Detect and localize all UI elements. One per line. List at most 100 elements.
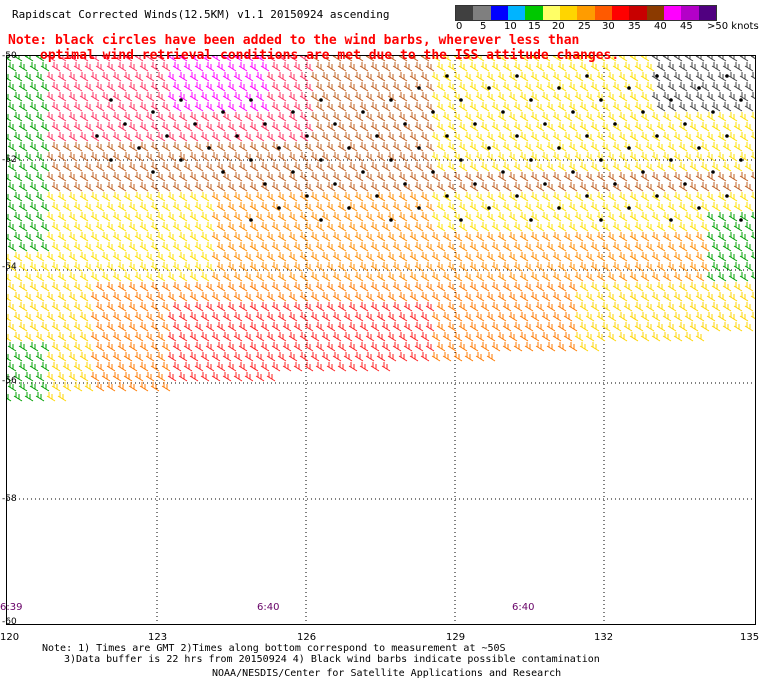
wind-barb [574,56,584,62]
wind-barb [656,122,666,132]
wind-barb [337,122,347,132]
wind-barb [480,182,490,192]
wind-barb [645,182,655,192]
wind-barb [464,192,474,202]
legend-label: 45 [680,21,693,32]
wind-barb [310,112,320,122]
wind-barb [40,142,50,152]
wind-barb [425,202,435,212]
wind-barb [750,212,755,220]
wind-barb [260,242,270,252]
wind-barb [348,182,358,192]
wind-barb [18,322,28,332]
wind-barb [288,332,298,342]
wind-barb [7,222,17,232]
quality-flag-circle [417,86,421,90]
wind-barb [266,372,276,382]
wind-barb [156,212,166,222]
wind-barb [436,222,446,232]
wind-barb [629,232,639,242]
wind-barb [612,102,622,112]
wind-barb [464,132,474,142]
wind-barb [178,92,188,102]
wind-barb [667,262,677,272]
wind-barb [695,92,705,102]
wind-barb [409,272,419,282]
wind-barb [57,252,67,262]
wind-barb [40,362,50,372]
wind-barb [557,242,567,252]
wind-barb [486,112,496,122]
wind-barb [651,56,661,62]
wind-barb [469,342,479,352]
wind-barb [645,142,655,152]
wind-speed-legend [455,5,717,21]
wind-barb [359,182,369,192]
wind-barb [233,212,243,222]
wind-barb [189,92,199,102]
wind-barb [299,172,309,182]
wind-barb [134,92,144,102]
wind-barb [623,162,633,172]
wind-barb [623,242,633,252]
wind-barb [420,56,430,62]
wind-barb [563,312,573,322]
wind-barb [607,112,617,122]
wind-barb [436,322,446,332]
quality-flag-circle [151,170,155,174]
wind-barb [453,192,463,202]
wind-barb [79,232,89,242]
wind-barb [51,262,61,272]
wind-barb [381,82,391,92]
wind-barb [183,342,193,352]
wind-barb [271,262,281,272]
quality-flag-circle [697,206,701,210]
wind-barb [255,352,265,362]
wind-barb [717,292,727,302]
wind-barb [365,292,375,302]
wind-barb [403,262,413,272]
map-title: Rapidscat Corrected Winds(12.5KM) v1.1 2… [12,8,390,21]
wind-barb [255,292,265,302]
wind-barb [607,72,617,82]
wind-barb [189,332,199,342]
wind-barb [590,62,600,72]
wind-barb [183,62,193,72]
wind-barb [249,122,259,132]
wind-barb [304,122,314,132]
quality-flag-circle [431,170,435,174]
wind-barb [73,242,83,252]
wind-barb [508,192,518,202]
quality-flag-circle [627,206,631,210]
wind-barb [90,56,100,62]
wind-barb [288,92,298,102]
legend-label: 0 [456,21,463,32]
wind-barb [139,82,149,92]
wind-barb [403,322,413,332]
wind-barb [590,342,600,352]
wind-barb [689,142,699,152]
wind-barb [167,152,177,162]
wind-barb [24,56,34,62]
wind-barb [134,232,144,242]
wind-barb [95,82,105,92]
wind-barb [238,262,248,272]
wind-barb [260,262,270,272]
wind-barb [13,232,23,242]
wind-barb [376,292,386,302]
wind-barb [700,242,710,252]
wind-barb [420,172,430,182]
wind-barb [178,332,188,342]
wind-barb [717,192,727,202]
wind-barb [134,172,144,182]
wind-barb [57,152,67,162]
wind-barb [139,262,149,272]
wind-barb [117,202,127,212]
wind-barb [150,202,160,212]
wind-barb [178,292,188,302]
wind-barb [150,282,160,292]
wind-barb [706,272,716,282]
wind-barb [579,262,589,272]
wind-barb [392,162,402,172]
wind-barb [106,82,116,92]
